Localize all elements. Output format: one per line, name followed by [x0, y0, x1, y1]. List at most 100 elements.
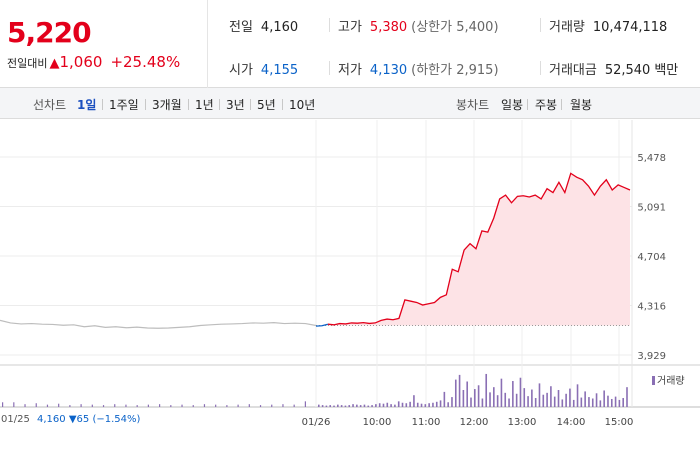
period-1week-button[interactable]: 1주일	[109, 98, 139, 112]
volume-bar	[58, 403, 60, 407]
weekly-candle-button[interactable]: 주봉	[535, 98, 558, 112]
volume-bar	[588, 397, 590, 407]
today-line-below	[315, 323, 329, 327]
period-5year-button[interactable]: 5년	[257, 98, 276, 112]
volume-bar	[237, 404, 239, 407]
y-tick-label: 3,929	[637, 351, 666, 362]
volume-bar	[462, 390, 465, 407]
volume-bar	[424, 404, 427, 407]
high-value: 5,380	[369, 20, 408, 35]
divider	[527, 99, 528, 110]
volume-legend: 거래량	[652, 372, 685, 387]
y-tick-label: 4,704	[637, 252, 666, 263]
volume-legend-label: 거래량	[657, 376, 685, 387]
amount-unit: 백만	[654, 63, 679, 78]
volume-bar	[550, 386, 552, 407]
volume-bar	[386, 402, 389, 407]
volume-bar	[542, 394, 545, 407]
price-change: 전일대비 ▲1,060 +25.48%	[7, 53, 180, 71]
open-cell: 시가 4,155	[229, 59, 298, 78]
volume-bar	[356, 404, 358, 407]
high-label: 고가	[338, 20, 362, 35]
volume-bar	[340, 405, 343, 407]
volume-cell: 거래량 10,474,118	[549, 16, 667, 35]
divider	[540, 18, 541, 32]
volume-bar	[371, 405, 373, 407]
volume-bar	[531, 389, 533, 407]
volume-bar	[580, 397, 583, 407]
today-line	[327, 172, 631, 326]
period-3year-button[interactable]: 3년	[226, 98, 245, 112]
x-tick-label: 14:00	[557, 417, 586, 428]
volume-bar	[125, 404, 127, 407]
divider	[102, 99, 103, 110]
daily-candle-button[interactable]: 일봉	[501, 98, 524, 112]
period-1day-button[interactable]: 1일	[77, 98, 97, 112]
divider	[219, 99, 220, 110]
divider	[188, 99, 189, 110]
volume-bar	[534, 398, 537, 407]
volume-bar	[508, 398, 510, 407]
volume-bar	[2, 402, 4, 407]
volume-bar	[481, 398, 484, 407]
change-label: 전일대비	[7, 57, 48, 70]
volume-bar	[394, 404, 396, 407]
volume-bar	[181, 404, 183, 407]
monthly-candle-button[interactable]: 월봉	[570, 98, 593, 112]
volume-bar	[293, 404, 295, 407]
line-chart-label: 선차트	[33, 98, 67, 112]
divider	[540, 61, 541, 75]
high-cell: 고가 5,380 (상한가 5,400)	[338, 16, 499, 35]
volume-bar	[203, 404, 206, 407]
volume-bar	[572, 399, 575, 407]
volume-bar	[405, 403, 408, 407]
volume-bar	[443, 391, 446, 407]
x-tick-label: 13:00	[508, 417, 537, 428]
volume-bar	[561, 399, 564, 407]
volume-bar	[603, 390, 605, 407]
volume-bar	[515, 393, 518, 407]
divider	[145, 99, 146, 110]
volume-bar	[226, 405, 228, 407]
volume-bar	[333, 405, 335, 407]
volume-bar	[91, 404, 93, 407]
volume-bar	[489, 392, 491, 407]
volume-bar	[136, 405, 138, 407]
volume-bar	[318, 404, 320, 407]
volume-bar	[378, 403, 381, 407]
divider	[282, 99, 283, 110]
volume-bar	[321, 405, 324, 407]
volume-bar	[576, 384, 579, 407]
y-tick-label: 4,316	[637, 302, 666, 313]
today-area-fill	[316, 173, 630, 327]
x-tick-label: 11:00	[412, 417, 441, 428]
period-10year-button[interactable]: 10년	[289, 98, 316, 112]
prev-day-info: 01/25 4,160 ▼65 (−1.54%)	[1, 414, 140, 425]
period-1year-button[interactable]: 1년	[195, 98, 214, 112]
volume-bar	[626, 387, 628, 407]
volume-bar	[451, 397, 453, 407]
upper-limit: (상한가 5,400)	[411, 20, 499, 35]
volume-bar	[159, 404, 161, 407]
volume-bar	[215, 404, 217, 407]
volume-bar	[390, 404, 392, 407]
volume-bar	[24, 404, 26, 407]
x-tick-label: 15:00	[605, 417, 634, 428]
volume-bar	[527, 396, 529, 407]
volume-bar	[13, 402, 15, 407]
volume-bar	[466, 381, 468, 407]
prev-close-label: 전일	[229, 20, 253, 35]
volume-bar	[610, 398, 613, 407]
volume-bar	[557, 390, 560, 407]
y-tick-label: 5,091	[637, 203, 666, 214]
volume-bar	[565, 393, 567, 407]
lower-limit: (하한가 2,915)	[411, 63, 499, 78]
x-axis-labels: 01/26 10:00 11:00 12:00 13:00 14:00 15:00	[302, 417, 634, 428]
period-3month-button[interactable]: 3개월	[152, 98, 182, 112]
open-label: 시가	[229, 63, 253, 78]
volume-bar	[614, 396, 617, 407]
volume-bar	[485, 373, 488, 407]
volume-bar	[80, 404, 82, 407]
volume-bar	[271, 404, 273, 407]
